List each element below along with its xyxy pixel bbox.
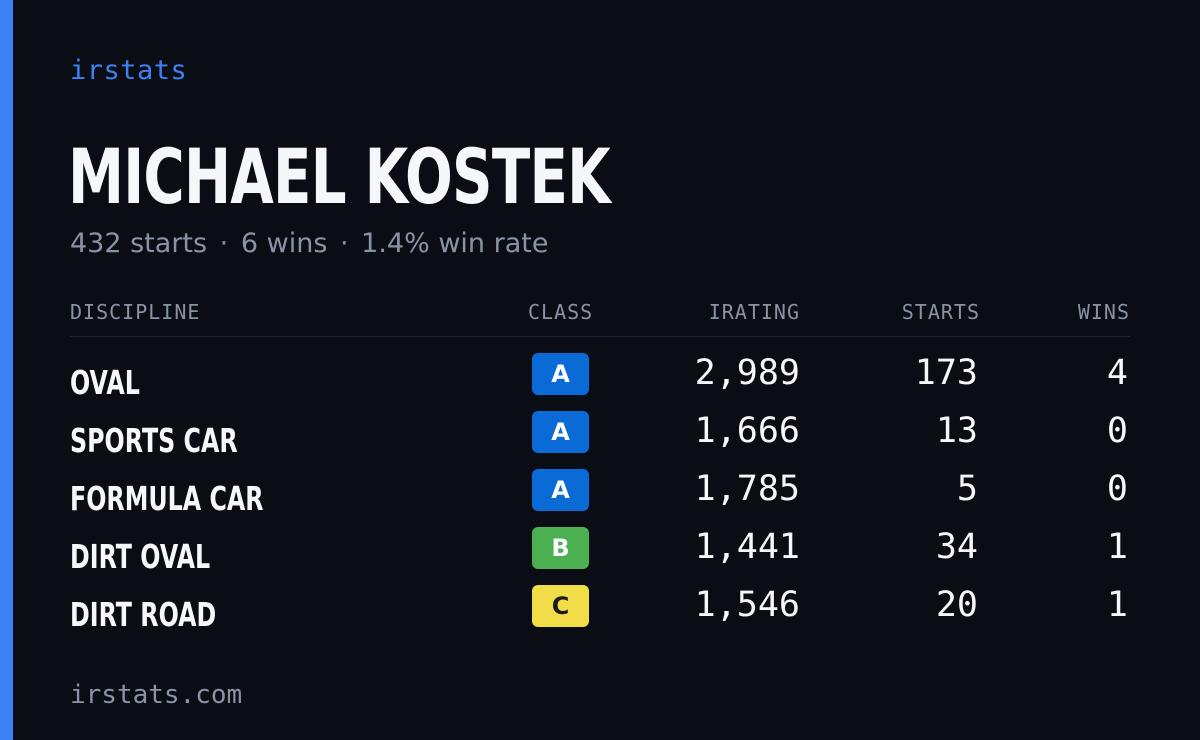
irating-value: 1,666 xyxy=(694,411,800,451)
table-body: OVAL A 2,989 173 4 SPORTS CAR A 1,666 13… xyxy=(70,353,1130,643)
starts-value: 34 xyxy=(935,527,978,567)
summary-starts: 432 starts xyxy=(70,228,208,259)
class-badge: B xyxy=(532,527,589,569)
table-row: OVAL A 2,989 173 4 xyxy=(70,353,1130,411)
summary-separator: · xyxy=(339,228,349,259)
class-badge: A xyxy=(532,469,589,511)
brand-logo: irstats xyxy=(70,55,188,86)
header-discipline: DISCIPLINE xyxy=(70,300,201,324)
starts-value: 13 xyxy=(935,411,978,451)
driver-name: MICHAEL KOSTEK xyxy=(68,132,611,221)
starts-value: 173 xyxy=(914,353,978,393)
class-badge: C xyxy=(532,585,589,627)
wins-value: 0 xyxy=(1106,411,1128,451)
discipline-name: DIRT ROAD xyxy=(70,595,217,634)
license-table: DISCIPLINE CLASS IRATING STARTS WINS OVA… xyxy=(70,298,1130,643)
discipline-name: DIRT OVAL xyxy=(70,537,211,576)
footer-url: irstats.com xyxy=(70,680,243,710)
irating-value: 1,441 xyxy=(694,527,800,567)
table-row: SPORTS CAR A 1,666 13 0 xyxy=(70,411,1130,469)
wins-value: 1 xyxy=(1106,527,1128,567)
header-irating: IRATING xyxy=(708,300,800,324)
wins-value: 4 xyxy=(1106,353,1128,393)
table-row: DIRT OVAL B 1,441 34 1 xyxy=(70,527,1130,585)
irating-value: 1,546 xyxy=(694,585,800,625)
class-badge: A xyxy=(532,353,589,395)
discipline-name: SPORTS CAR xyxy=(70,421,238,460)
accent-bar xyxy=(0,0,13,740)
class-badge: A xyxy=(532,411,589,453)
table-header: DISCIPLINE CLASS IRATING STARTS WINS xyxy=(70,298,1130,337)
driver-summary: 432 starts · 6 wins · 1.4% win rate xyxy=(70,228,548,259)
irating-value: 1,785 xyxy=(694,469,800,509)
header-wins: WINS xyxy=(1077,300,1130,324)
summary-win-rate: 1.4% win rate xyxy=(361,228,549,259)
discipline-name: FORMULA CAR xyxy=(70,479,264,518)
wins-value: 1 xyxy=(1106,585,1128,625)
table-row: DIRT ROAD C 1,546 20 1 xyxy=(70,585,1130,643)
wins-value: 0 xyxy=(1106,469,1128,509)
irating-value: 2,989 xyxy=(694,353,800,393)
table-row: FORMULA CAR A 1,785 5 0 xyxy=(70,469,1130,527)
discipline-name: OVAL xyxy=(70,363,140,402)
summary-separator: · xyxy=(219,228,229,259)
summary-wins: 6 wins xyxy=(240,228,328,259)
starts-value: 5 xyxy=(956,469,978,509)
starts-value: 20 xyxy=(935,585,978,625)
header-starts: STARTS xyxy=(901,300,980,324)
header-class: CLASS xyxy=(528,300,594,324)
